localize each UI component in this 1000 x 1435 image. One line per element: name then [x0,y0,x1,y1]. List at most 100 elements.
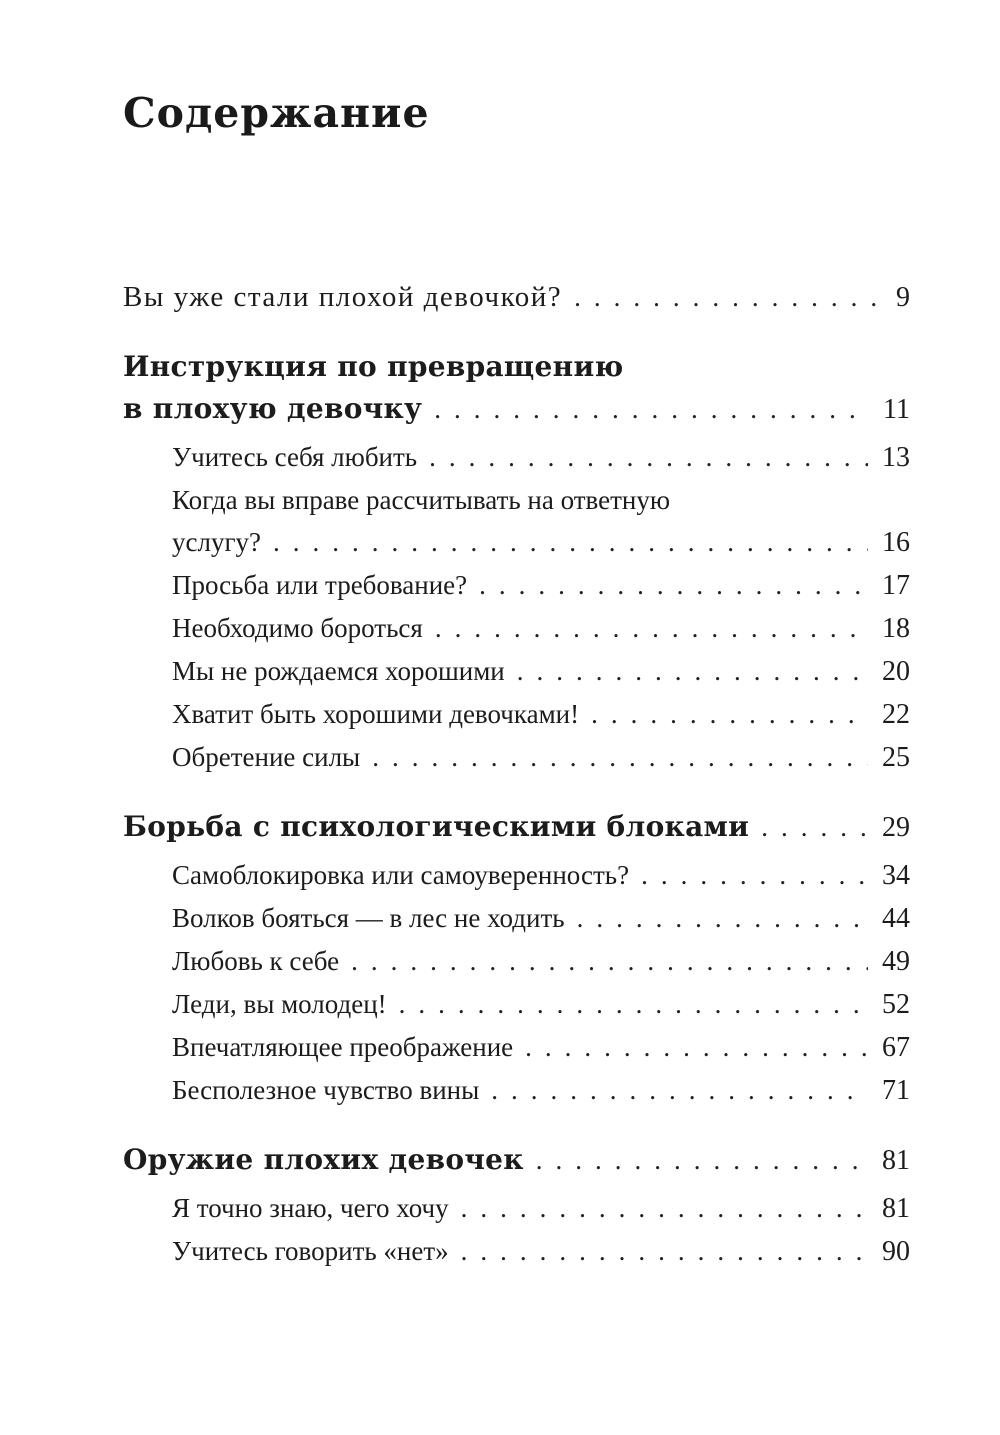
dot-leader [577,897,868,939]
toc-entry-page: 9 [896,282,910,313]
toc-entry: Учитесь говорить «нет» 90 [123,1230,910,1273]
toc-entry-title: Инструкция по превращению [123,350,624,383]
toc-entry-page: 67 [882,1032,910,1063]
dot-leader [517,650,868,692]
dot-leader [461,1187,868,1229]
toc-entry-line: Мы не рождаемся хорошими 20 [123,650,910,693]
toc-entry-line: Борьба с психологическими блоками 29 [123,806,910,849]
toc-entry-title: Я точно знаю, чего хочу [172,1193,449,1223]
toc-entry-line: Впечатляющее преображение 67 [123,1026,910,1069]
toc-entry: Хватит быть хорошими девочками! 22 [123,693,910,736]
dot-leader [761,806,868,848]
toc-entry-page: 20 [882,656,910,687]
toc-entry: Необходимо бороться 18 [123,607,910,650]
dot-leader [536,1139,868,1181]
toc-entry-title: Бесполезное чувство вины [172,1075,480,1105]
toc-entry-title: Хватит быть хорошими девочками! [172,699,580,729]
toc-entry-title: Когда вы вправе рассчитывать на ответную [172,485,671,515]
toc-entry-page: 13 [882,442,910,473]
toc-entry-page: 71 [882,1075,910,1106]
dot-leader [399,983,868,1025]
toc-entry-title: Мы не рождаемся хорошими [172,656,505,686]
toc-entry: Я точно знаю, чего хочу 81 [123,1187,910,1230]
toc-entry-title: Впечатляющее преображение [172,1032,514,1062]
dot-leader [641,854,868,896]
toc-entry: Инструкция по превращению в плохую девоч… [123,346,910,431]
toc-entry-line: Оружие плохих девочек 81 [123,1139,910,1182]
toc-entry-line: Обретение силы 25 [123,736,910,779]
toc-entry-page: 17 [882,570,910,601]
toc-entry: Волков бояться — в лес не ходить 44 [123,897,910,940]
toc-entry-page: 90 [882,1236,910,1267]
toc-entry-title: услугу? [172,527,262,557]
toc-entry-page: 34 [882,860,910,891]
toc-entry-page: 22 [882,699,910,730]
toc-entry-title: Волков бояться — в лес не ходить [172,903,565,933]
toc-entry: Бесполезное чувство вины 71 [123,1069,910,1112]
toc-entry: Учитесь себя любить 13 [123,436,910,479]
toc-entry-line: в плохую девочку 11 [123,388,910,431]
dot-leader [435,607,868,649]
toc-entry-line: Учитесь говорить «нет» 90 [123,1230,910,1273]
toc-entry-title: Борьба с психологическими блоками [123,810,750,843]
toc-entry: Когда вы вправе рассчитывать на ответную… [123,479,910,564]
toc-entry: Вы уже стали плохой девочкой? 9 [123,276,910,319]
toc-entry-page: 49 [882,946,910,977]
toc-entry: Леди, вы молодец! 52 [123,983,910,1026]
dot-leader [479,564,868,606]
dot-leader [574,276,882,318]
page-title: Содержание [123,89,430,137]
toc-entry-title: Учитесь говорить «нет» [172,1236,449,1266]
toc-entry-title: Самоблокировка или самоуверенность? [172,860,630,890]
toc-entry-title: Необходимо бороться [172,613,423,643]
toc-entry: Самоблокировка или самоуверенность? 34 [123,854,910,897]
toc-entry-line: Инструкция по превращению [123,346,910,388]
toc-entry: Борьба с психологическими блоками 29 [123,806,910,849]
toc-entry: Впечатляющее преображение 67 [123,1026,910,1069]
toc-entry-line: Когда вы вправе рассчитывать на ответную [123,479,910,521]
toc-entry-line: Волков бояться — в лес не ходить 44 [123,897,910,940]
toc-entry-title: Обретение силы [172,742,361,772]
dot-leader [273,521,868,563]
toc-entry-line: Самоблокировка или самоуверенность? 34 [123,854,910,897]
dot-leader [491,1069,868,1111]
dot-leader [429,436,868,478]
dot-leader [351,940,868,982]
dot-leader [591,693,868,735]
toc-entry-title: в плохую девочку [123,392,423,425]
toc-entry-line: Вы уже стали плохой девочкой? 9 [123,276,910,319]
toc-entry-page: 18 [882,613,910,644]
toc-entry: Оружие плохих девочек 81 [123,1139,910,1182]
toc-entry-title: Любовь к себе [172,946,340,976]
toc-entry-page: 81 [882,1193,910,1224]
toc-entry-line: Просьба или требование? 17 [123,564,910,607]
toc-entry: Любовь к себе 49 [123,940,910,983]
toc-entry-title: Просьба или требование? [172,570,468,600]
toc-entry-page: 29 [882,812,910,843]
toc-entry-page: 44 [882,903,910,934]
table-of-contents: Вы уже стали плохой девочкой? 9 Инструкц… [123,276,910,1273]
toc-entry: Просьба или требование? 17 [123,564,910,607]
toc-entry-line: Учитесь себя любить 13 [123,436,910,479]
dot-leader [372,736,868,778]
toc-entry-page: 81 [882,1145,910,1176]
toc-entry-page: 25 [882,742,910,773]
toc-entry-line: Я точно знаю, чего хочу 81 [123,1187,910,1230]
toc-entry-page: 11 [883,394,910,425]
toc-entry-title: Учитесь себя любить [172,442,418,472]
toc-entry-line: Бесполезное чувство вины 71 [123,1069,910,1112]
toc-entry-page: 16 [882,527,910,558]
toc-entry-line: Любовь к себе 49 [123,940,910,983]
toc-entry-line: Необходимо бороться 18 [123,607,910,650]
toc-entry-title: Вы уже стали плохой девочкой? [123,281,563,313]
toc-entry-title: Леди, вы молодец! [172,989,387,1019]
toc-entry-title: Оружие плохих девочек [123,1143,524,1176]
toc-entry-page: 52 [882,989,910,1020]
toc-entry: Мы не рождаемся хорошими 20 [123,650,910,693]
dot-leader [461,1230,868,1272]
toc-entry-line: услугу? 16 [123,521,910,564]
toc-entry-line: Леди, вы молодец! 52 [123,983,910,1026]
toc-entry-line: Хватит быть хорошими девочками! 22 [123,693,910,736]
toc-entry: Обретение силы 25 [123,736,910,779]
